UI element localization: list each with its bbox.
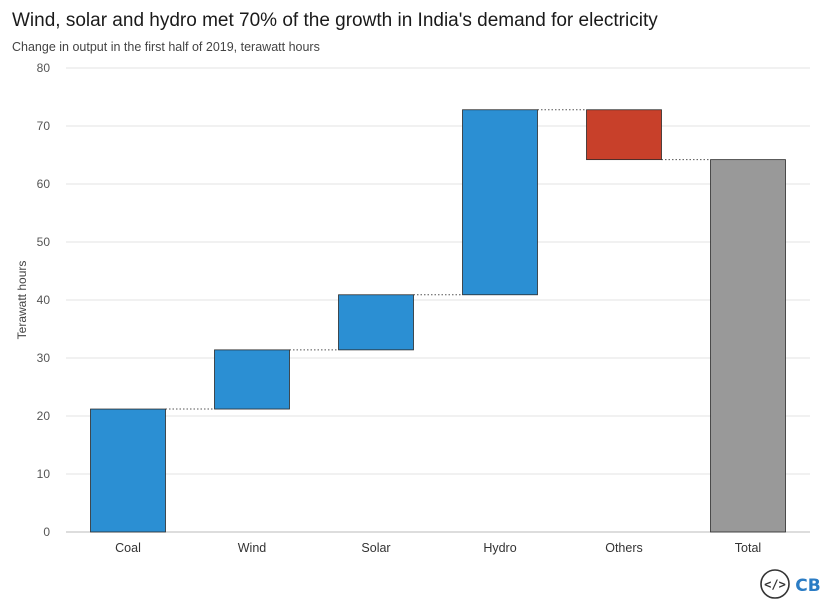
bar-coal [90, 408, 166, 533]
y-tick-label: 0 [43, 525, 50, 539]
x-tick-label: Coal [115, 541, 141, 555]
y-axis-label: Terawatt hours [15, 261, 29, 340]
chart-title: Wind, solar and hydro met 70% of the gro… [12, 10, 658, 31]
bar-total [710, 159, 786, 533]
grid-lines [66, 67, 810, 533]
bar-solar [338, 294, 414, 351]
y-tick-label: 30 [37, 351, 51, 365]
x-tick-label: Wind [238, 541, 267, 555]
x-axis-labels: Coal Wind Solar Hydro Others Total [115, 541, 761, 555]
bar-hydro [462, 109, 538, 296]
carbon-brief-logo: </> CB [760, 569, 821, 599]
y-tick-label: 50 [37, 235, 51, 249]
chart-subtitle: Change in output in the first half of 20… [12, 40, 320, 54]
y-tick-label: 80 [37, 61, 51, 75]
x-tick-label: Total [735, 541, 761, 555]
y-tick-label: 70 [37, 119, 51, 133]
y-tick-label: 20 [37, 409, 51, 423]
code-circle-icon [760, 569, 790, 599]
bar-wind [214, 349, 290, 410]
y-tick-label: 40 [37, 293, 51, 307]
x-tick-label: Solar [361, 541, 390, 555]
y-tick-label: 10 [37, 467, 51, 481]
x-tick-label: Others [605, 541, 643, 555]
code-icon: </> [764, 578, 786, 592]
x-tick-label: Hydro [483, 541, 516, 555]
logo-text: CB [795, 576, 820, 596]
connector-lines [165, 109, 711, 410]
y-tick-label: 60 [37, 177, 51, 191]
bar-others [586, 109, 662, 161]
bars [90, 109, 786, 533]
y-axis-ticks: 0 10 20 30 40 50 60 70 80 [37, 61, 51, 539]
